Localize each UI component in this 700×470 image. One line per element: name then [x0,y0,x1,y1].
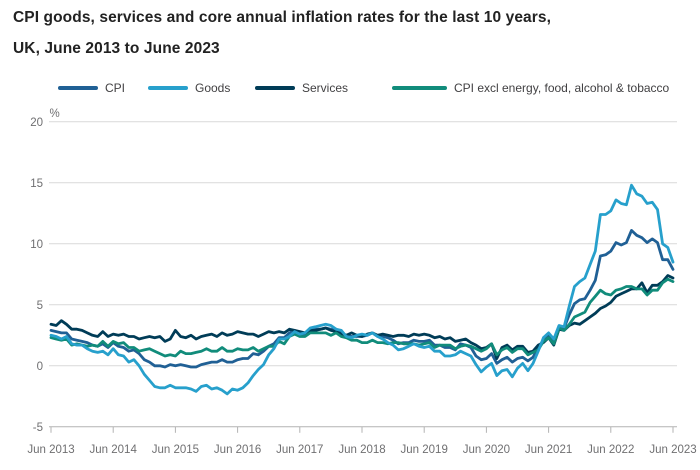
series-line-services [49,274,675,360]
legend-label-goods: Goods [195,81,231,95]
y-tick-label: 5 [37,300,43,312]
legend-item-core: CPI excl energy, food, alcohol & tobacco [392,80,669,96]
y-axis-unit-label: % [50,108,60,120]
legend-item-cpi: CPI [58,80,125,96]
cpi-line-swatch [58,86,98,90]
x-tick-label: Jun 2021 [525,444,572,456]
y-tick-label: 0 [37,361,43,373]
x-tick-label: Jun 2020 [463,444,510,456]
chart-title-line1: CPI goods, services and core annual infl… [13,9,552,26]
legend-item-services: Services [255,80,348,96]
x-tick-label: Jun 2015 [152,444,199,456]
legend-label-core: CPI excl energy, food, alcohol & tobacco [454,81,670,95]
series-line-cpi-excl-energy-food-alcohol-tobacco [49,277,675,358]
y-tick-label: 10 [30,239,43,251]
y-tick-label: 20 [30,117,43,129]
x-tick-label: Jun 2014 [90,444,138,456]
goods-line-swatch [148,86,188,90]
x-tick-label: Jun 2022 [587,444,634,456]
chart-title-line2: UK, June 2013 to June 2023 [13,40,220,57]
x-tick-label: Jun 2016 [214,444,261,456]
y-tick-label: 15 [30,178,43,190]
legend: CPI Goods Services CPI excl energy, food… [0,80,700,96]
x-tick-label: Jun 2017 [276,444,323,456]
x-tick-label: Jun 2018 [338,444,385,456]
x-tick-label: Jun 2023 [649,444,696,456]
series-line-goods [49,183,675,396]
services-line-swatch [255,86,295,90]
series-line-cpi [49,228,675,369]
core-line-swatch [392,86,447,90]
y-tick-label: -5 [33,422,43,434]
legend-label-services: Services [302,81,349,95]
x-tick-label: Jun 2019 [401,444,448,456]
legend-label-cpi: CPI [105,81,126,95]
x-tick-label: Jun 2013 [27,444,74,456]
legend-item-goods: Goods [148,80,230,96]
